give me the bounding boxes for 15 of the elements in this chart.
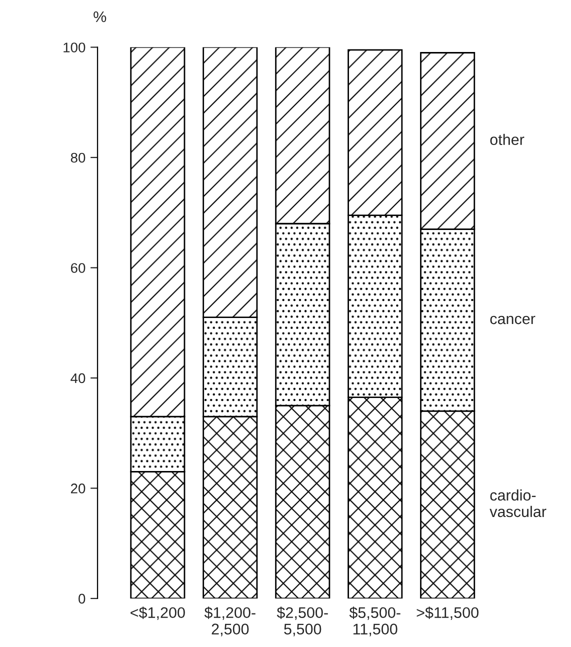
y-tick-label: 80 — [70, 152, 86, 163]
series-label: cardio- vascular — [490, 489, 546, 518]
x-tick-label: >$11,500 — [416, 606, 478, 620]
x-tick-label: $1,200- 2,500 — [204, 606, 256, 636]
x-tick-label: <$1,200 — [130, 606, 185, 620]
y-axis-title: % — [94, 11, 106, 22]
x-tick-label: $2,500- 5,500 — [276, 606, 328, 636]
x-tick-label: $5,500- 11,500 — [349, 606, 400, 636]
y-tick-label: 40 — [70, 373, 86, 384]
y-tick-label: 60 — [70, 263, 86, 273]
y-tick-label: 20 — [70, 484, 86, 494]
series-label: cancer — [490, 316, 536, 324]
series-label: other — [490, 134, 524, 146]
y-tick-label: 0 — [78, 594, 86, 604]
y-tick-label: 100 — [64, 42, 86, 52]
